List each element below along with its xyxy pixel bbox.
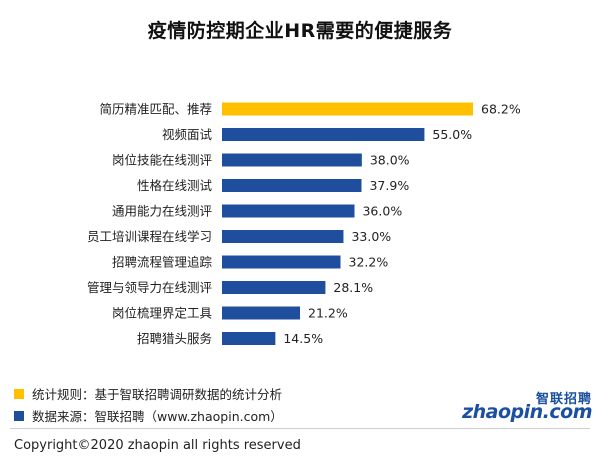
yellow-square-icon: [14, 388, 24, 399]
value-label: 32.2%: [349, 255, 389, 270]
logo-chinese: 智联招聘: [535, 392, 592, 407]
copyright-text: Copyright©2020 zhaopin all rights reserv…: [14, 438, 301, 453]
chart-title: 疫情防控期企业HR需要的便捷服务: [147, 20, 453, 42]
value-label: 14.5%: [283, 331, 323, 346]
bar: [222, 281, 326, 294]
category-label: 视频面试: [162, 127, 213, 142]
bar: [222, 204, 355, 218]
category-label: 招聘流程管理追踪: [112, 255, 213, 270]
category-label: 管理与领导力在线测评: [87, 280, 212, 295]
zhaopin-logo: 智联招聘 zhaopin.com: [462, 388, 592, 426]
value-label: 36.0%: [362, 204, 402, 219]
value-label: 28.1%: [333, 280, 373, 295]
bar: [222, 153, 362, 167]
footer-stat-rule: 统计规则：基于智联招聘调研数据的统计分析: [14, 384, 282, 403]
category-label: 性格在线测试: [137, 178, 213, 193]
category-label: 简历精准匹配、推荐: [99, 102, 212, 117]
stat-rule-text: 统计规则：基于智联招聘调研数据的统计分析: [32, 387, 283, 402]
footer-data-source: 数据来源：智联招聘（www.zhaopin.com）: [14, 406, 283, 425]
bar: [222, 128, 425, 141]
value-label: 33.0%: [351, 229, 391, 244]
bar: [222, 179, 362, 192]
category-label: 员工培训课程在线学习: [87, 229, 212, 244]
footer-divider: [10, 428, 590, 429]
blue-square-icon: [14, 410, 24, 421]
bar: [222, 230, 344, 243]
bar: [222, 255, 341, 269]
category-label: 通用能力在线测评: [112, 204, 212, 219]
value-label: 68.2%: [481, 102, 521, 117]
bar: [222, 306, 301, 320]
value-label: 55.0%: [432, 127, 472, 142]
category-label: 岗位梳理界定工具: [112, 306, 213, 321]
value-label: 21.2%: [308, 306, 348, 321]
bar: [222, 102, 473, 116]
value-label: 37.9%: [369, 178, 409, 193]
bar-chart: 简历精准匹配、推荐 68.2% 视频面试 55.0% 岗位技能在线测评 38.0% 性格在线…: [87, 102, 521, 347]
bar: [222, 332, 276, 345]
data-source-text: 数据来源：智联招聘（www.zhaopin.com）: [32, 409, 283, 424]
logo-english: zhaopin.com: [462, 401, 592, 423]
value-label: 38.0%: [370, 153, 410, 168]
category-label: 岗位技能在线测评: [112, 153, 212, 168]
category-label: 招聘猎头服务: [137, 331, 212, 346]
